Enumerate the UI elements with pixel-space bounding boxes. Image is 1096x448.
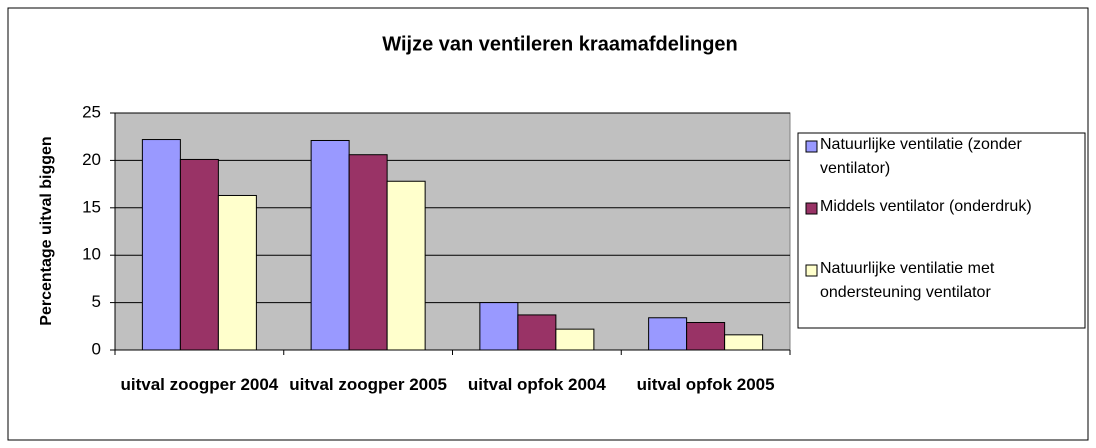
legend-swatch xyxy=(805,264,818,277)
bar xyxy=(386,180,426,351)
bar xyxy=(555,328,595,351)
y-tick-label: 15 xyxy=(82,197,101,216)
chart-title: Wijze van ventileren kraamafdelingen xyxy=(382,33,738,55)
bar xyxy=(217,194,257,351)
bar xyxy=(648,317,688,351)
bar xyxy=(348,154,388,351)
y-axis-label: Percentage uitval biggen xyxy=(38,136,55,325)
legend-label: Natuurlijke ventilatie (zonder ventilato… xyxy=(820,136,1022,177)
legend-label: Natuurlijke ventilatie met ondersteuning… xyxy=(820,260,995,301)
y-tick-label: 0 xyxy=(92,339,101,358)
bar xyxy=(141,139,181,351)
y-tick-label: 5 xyxy=(92,292,101,311)
bar xyxy=(479,302,519,351)
y-tick-label: 25 xyxy=(82,102,101,121)
bar xyxy=(179,158,219,351)
x-tick-label: uitval opfok 2004 xyxy=(467,375,606,394)
x-tick-label: uitval zoogper 2004 xyxy=(120,375,279,394)
bar xyxy=(724,334,764,351)
y-tick-label: 10 xyxy=(82,245,101,264)
bar xyxy=(686,322,726,351)
bar xyxy=(310,139,350,351)
x-tick-label: uitval opfok 2005 xyxy=(636,375,775,394)
y-tick-label: 20 xyxy=(82,150,101,169)
legend-swatch xyxy=(805,202,818,215)
legend-box xyxy=(797,132,1086,329)
x-tick-label: uitval zoogper 2005 xyxy=(289,375,448,394)
legend-swatch xyxy=(805,140,818,153)
bar xyxy=(517,314,557,351)
legend-label: Middels ventilator (onderdruk) xyxy=(820,198,1032,215)
